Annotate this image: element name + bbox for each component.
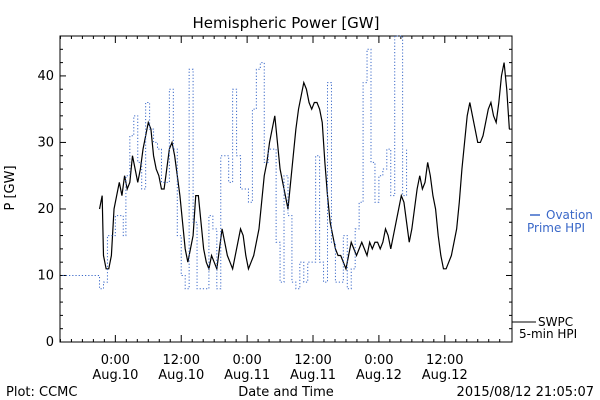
plot-border: [59, 35, 513, 343]
x-axis: 0:00Aug.1012:00Aug.100:00Aug.1112:00Aug.…: [59, 36, 501, 383]
series-layer: [62, 35, 510, 290]
x-tick-label-date: Aug.12: [356, 368, 402, 383]
x-axis-label: Date and Time: [238, 385, 334, 400]
x-tick-label-time: 12:00: [426, 353, 463, 368]
y-tick-label: 10: [37, 268, 54, 283]
x-tick-label-time: 0:00: [233, 353, 262, 368]
series-line-ovation-prime-hpi: [62, 35, 408, 290]
footer-timestamp: 2015/08/12 21:05:07: [457, 385, 594, 400]
y-tick-label: 0: [46, 335, 54, 350]
x-tick-label-date: Aug.11: [290, 368, 336, 383]
x-tick-label-time: 0:00: [364, 353, 393, 368]
legend-swpc-label-line2: 5-min HPI: [519, 327, 577, 341]
x-tick-label-time: 12:00: [163, 353, 200, 368]
x-tick-label-date: Aug.11: [224, 368, 270, 383]
y-axis-label: P [GW]: [3, 165, 18, 210]
x-tick-label-date: Aug.12: [422, 368, 468, 383]
y-tick-label: 40: [37, 69, 54, 84]
y-tick-label: 30: [37, 135, 54, 150]
plot-frame: [59, 35, 513, 343]
legend-ovation-label-line2: Prime HPI: [527, 221, 585, 235]
chart-title: Hemispheric Power [GW]: [193, 14, 380, 32]
y-axis: 0 10 20 30 40: [37, 35, 512, 350]
legend-ovation-label-line1: Ovation: [546, 208, 593, 222]
x-tick-label-time: 12:00: [294, 353, 331, 368]
series-line-swpc-5min-hpi: [98, 62, 510, 272]
x-tick-label-time: 0:00: [101, 353, 130, 368]
legend-swpc-label-line1: SWPC: [538, 315, 573, 329]
x-tick-label-date: Aug.10: [158, 368, 204, 383]
y-tick-label: 20: [37, 202, 54, 217]
x-tick-label-date: Aug.10: [92, 368, 138, 383]
footer-plot-credit: Plot: CCMC: [6, 385, 77, 400]
